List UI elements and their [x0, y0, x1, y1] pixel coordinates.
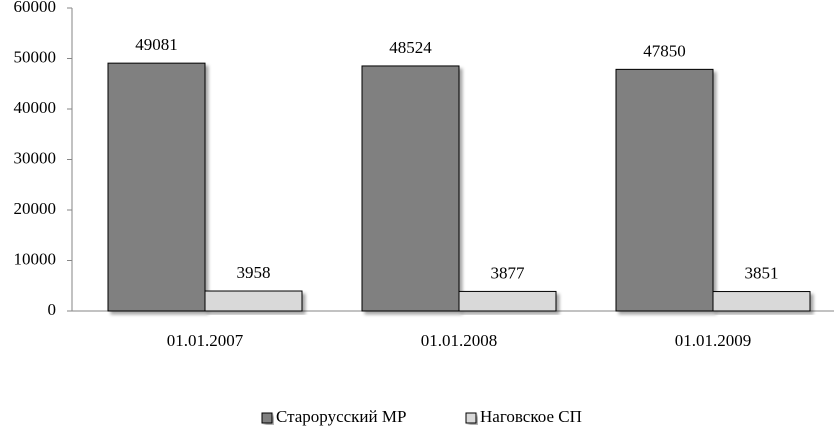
value-label: 3877 [491, 263, 526, 282]
value-label: 48524 [389, 38, 432, 57]
bar [107, 62, 206, 312]
y-tick-label: 0 [48, 300, 57, 319]
legend-label: Наговское СП [480, 407, 582, 426]
y-tick-label: 50000 [14, 47, 57, 66]
y-tick-label: 10000 [14, 249, 57, 268]
legend-label: Старорусский МР [276, 407, 406, 426]
y-tick-label: 30000 [14, 148, 57, 167]
value-label: 3851 [745, 263, 779, 282]
x-tick-label: 01.01.2008 [421, 331, 498, 350]
bar [204, 290, 303, 312]
bar [712, 291, 811, 312]
value-label: 3958 [237, 263, 271, 282]
y-tick-label: 40000 [14, 98, 57, 117]
x-tick-label: 01.01.2009 [675, 331, 752, 350]
bar [361, 65, 460, 312]
legend-swatch [465, 412, 477, 424]
legend-swatch [261, 412, 273, 424]
value-label: 49081 [135, 35, 178, 54]
y-tick-label: 20000 [14, 199, 57, 218]
value-label: 47850 [643, 41, 686, 60]
bar [458, 290, 557, 312]
bar [615, 68, 714, 312]
y-tick-label: 60000 [14, 0, 57, 16]
x-tick-label: 01.01.2007 [167, 331, 244, 350]
